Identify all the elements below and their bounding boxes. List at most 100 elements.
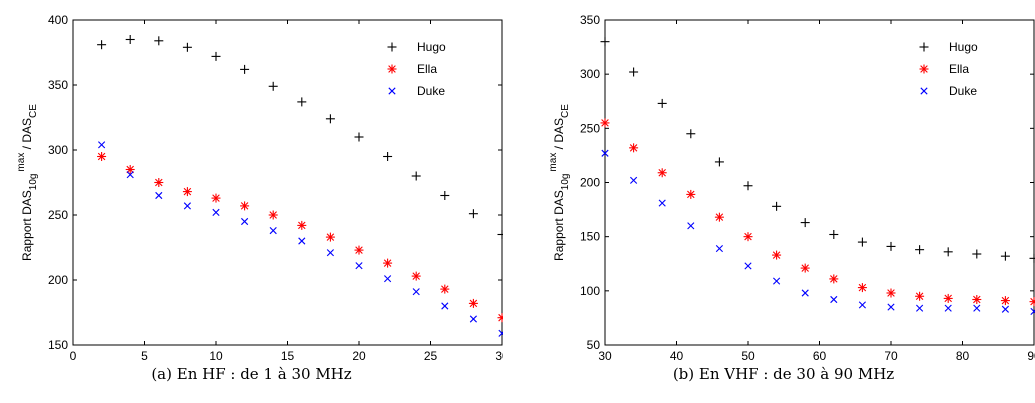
data-point	[973, 304, 981, 312]
y-tick-label: 300	[580, 67, 600, 81]
y-tick-label: 150	[580, 230, 600, 244]
data-point	[943, 293, 953, 303]
data-point	[916, 304, 924, 312]
data-point	[857, 283, 867, 293]
data-point	[1001, 305, 1009, 313]
data-point	[183, 202, 191, 210]
data-point	[630, 176, 638, 184]
data-point	[441, 302, 449, 310]
data-point	[440, 191, 450, 200]
x-tick-label: 10	[209, 349, 223, 360]
legend-marker-ella	[387, 64, 397, 74]
data-point	[800, 263, 810, 273]
legend-marker-hugo	[387, 42, 397, 52]
data-point	[1000, 296, 1010, 306]
data-point	[411, 271, 421, 281]
data-point	[887, 303, 895, 311]
y-tick-label: 200	[48, 273, 68, 287]
data-point	[858, 301, 866, 309]
data-point	[211, 51, 221, 61]
legend-label-ella: Ella	[417, 62, 437, 76]
data-point	[212, 208, 220, 216]
data-point	[944, 304, 952, 312]
data-point	[182, 187, 192, 197]
data-point	[915, 291, 925, 301]
x-tick-label: 50	[741, 349, 755, 360]
data-point	[182, 42, 192, 52]
data-point	[686, 189, 696, 199]
data-point	[155, 191, 163, 200]
data-point	[326, 249, 334, 257]
legend-marker-ella	[919, 64, 929, 74]
series-hugo	[600, 37, 1035, 263]
chart-panel-hf: 051015202530150200250300350400Fréquence …	[0, 0, 503, 360]
data-point	[829, 230, 839, 239]
data-point	[773, 277, 781, 285]
data-point	[829, 274, 839, 284]
data-point	[498, 329, 503, 337]
data-point	[1029, 253, 1035, 263]
data-point	[657, 98, 667, 108]
data-point	[240, 64, 250, 74]
x-tick-label: 90	[1027, 349, 1035, 360]
data-point	[468, 209, 478, 219]
x-tick-label: 15	[281, 349, 295, 360]
x-tick-label: 40	[670, 349, 684, 360]
data-point	[383, 152, 393, 161]
y-tick-label: 350	[48, 78, 68, 92]
legend-label-ella: Ella	[949, 62, 969, 76]
legend-marker-duke	[388, 87, 396, 95]
data-point	[298, 237, 306, 245]
data-point	[125, 165, 135, 174]
x-tick-label: 25	[424, 349, 438, 360]
data-point	[658, 199, 666, 207]
data-point	[714, 212, 724, 222]
data-point	[355, 262, 363, 270]
data-point	[857, 237, 867, 247]
data-point	[972, 249, 982, 259]
y-tick-label: 200	[580, 176, 600, 190]
legend: Hugo Ella Duke	[919, 40, 978, 98]
data-point	[943, 247, 953, 257]
data-point	[154, 36, 164, 46]
y-axis-label: Rapport DAS10gmax / DASCE	[16, 104, 39, 261]
data-point	[886, 241, 896, 251]
y-tick-label: 300	[48, 143, 68, 157]
plot-area	[604, 19, 1035, 346]
data-point	[886, 288, 896, 298]
data-point	[772, 250, 782, 260]
x-tick-label: 60	[813, 349, 827, 360]
data-point	[1029, 297, 1035, 307]
x-tick-label: 30	[495, 349, 503, 360]
data-point	[714, 157, 724, 167]
data-point	[657, 168, 667, 178]
data-point	[800, 218, 810, 228]
data-point	[297, 220, 307, 230]
data-point	[468, 298, 478, 308]
data-point	[384, 275, 392, 283]
data-point	[240, 201, 250, 211]
series-duke	[601, 149, 1035, 316]
data-point	[600, 118, 610, 128]
data-point	[1000, 251, 1010, 261]
data-point	[354, 132, 364, 142]
chart-svg-hf: 051015202530150200250300350400Fréquence …	[16, 13, 503, 360]
x-tick-label: 5	[141, 349, 148, 360]
data-point	[469, 315, 477, 323]
data-point	[915, 245, 925, 255]
data-point	[268, 81, 278, 91]
legend: Hugo Ella Duke	[387, 40, 446, 98]
data-point	[154, 178, 164, 187]
y-tick-label: 350	[580, 13, 600, 27]
plot-area	[72, 19, 503, 346]
data-point	[97, 40, 107, 50]
data-point	[600, 37, 610, 47]
series-hugo	[97, 35, 503, 239]
data-point	[411, 171, 421, 181]
x-tick-label: 30	[598, 349, 612, 360]
caption-vhf: (b) En VHF : de 30 à 90 MHz	[672, 365, 895, 383]
x-tick-label: 0	[70, 349, 77, 360]
data-point	[325, 114, 335, 124]
y-axis-label: Rapport DAS10gmax / DASCE	[548, 104, 571, 261]
data-point	[354, 245, 364, 255]
